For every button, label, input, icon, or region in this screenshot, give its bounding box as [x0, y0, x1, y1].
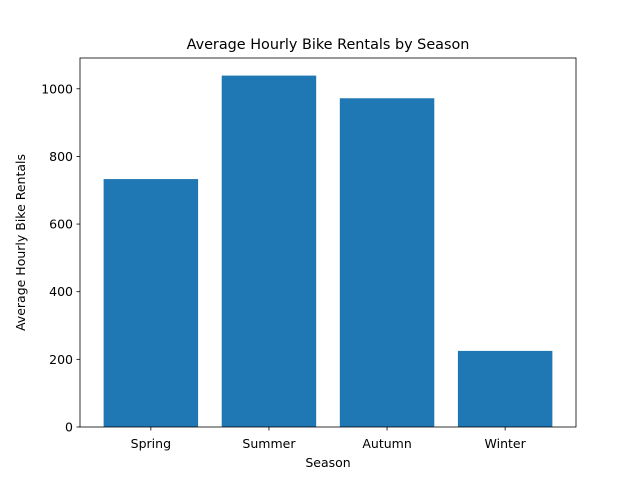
- y-tick-label-800: 800: [49, 149, 73, 164]
- x-axis-label: Season: [305, 455, 350, 470]
- x-tick-label-winter: Winter: [485, 436, 527, 451]
- bar-summer: [221, 75, 317, 428]
- y-tick-label-0: 0: [65, 420, 73, 435]
- x-tick-label-spring: Spring: [131, 436, 171, 451]
- bar-winter: [457, 350, 553, 427]
- x-axis-ticks: Spring Summer Autumn Winter: [131, 427, 527, 451]
- plot-area-frame: [79, 57, 577, 428]
- bars-group: [103, 75, 553, 428]
- y-tick-label-400: 400: [49, 284, 73, 299]
- y-tick-label-200: 200: [49, 352, 73, 367]
- y-axis-label: Average Hourly Bike Rentals: [13, 154, 28, 331]
- y-axis-ticks: 0 200 400 600 800 1000: [41, 81, 80, 435]
- bar-spring: [103, 179, 199, 427]
- x-tick-label-autumn: Autumn: [362, 436, 411, 451]
- x-tick-label-summer: Summer: [242, 436, 296, 451]
- y-tick-label-1000: 1000: [41, 81, 73, 96]
- chart-title: Average Hourly Bike Rentals by Season: [187, 37, 470, 53]
- y-tick-label-600: 600: [49, 217, 73, 232]
- bar-autumn: [339, 98, 435, 427]
